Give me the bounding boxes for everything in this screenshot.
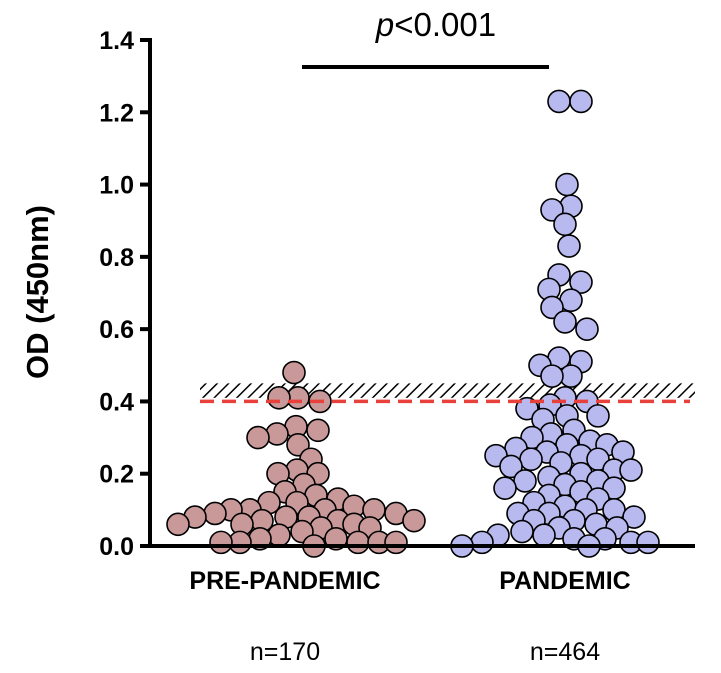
pre-pandemic-point <box>265 422 289 446</box>
pre-pandemic-point <box>402 508 426 533</box>
pandemic-point <box>619 458 643 482</box>
pandemic-point <box>569 89 593 114</box>
pandemic-point <box>499 454 523 479</box>
pandemic-point <box>547 89 571 114</box>
x-category-label: PANDEMIC <box>499 567 630 595</box>
sample-size-label: n=170 <box>250 638 320 666</box>
pre-pandemic-point <box>209 530 233 555</box>
pandemic-point <box>575 317 599 341</box>
y-tick-label: 0.6 <box>99 316 134 344</box>
sample-size-label: n=464 <box>530 638 600 666</box>
pandemic-point <box>557 234 581 258</box>
y-axis-title: OD (450nm) <box>20 205 55 379</box>
pandemic-point <box>470 530 494 555</box>
y-tick-label: 0.8 <box>99 244 134 272</box>
pandemic-point <box>540 364 564 388</box>
pandemic-point <box>519 447 543 472</box>
pre-pandemic-point <box>384 530 408 555</box>
y-tick-label: 0.4 <box>99 388 134 416</box>
pre-pandemic-point <box>166 512 190 537</box>
pandemic-point <box>622 505 646 529</box>
pre-pandemic-point <box>246 425 270 450</box>
pandemic-point <box>532 523 556 547</box>
pandemic-point <box>553 310 577 334</box>
pandemic-point <box>569 270 593 294</box>
pre-pandemic-point <box>346 530 370 555</box>
y-tick-label: 0.2 <box>99 461 134 489</box>
pandemic-point <box>555 172 579 197</box>
pre-pandemic-point <box>203 501 227 526</box>
pre-pandemic-point <box>306 418 330 443</box>
y-tick-label: 1.2 <box>99 99 134 127</box>
pandemic-point <box>510 519 534 544</box>
y-tick-label: 1.0 <box>99 172 134 200</box>
pandemic-point <box>586 404 610 428</box>
pandemic-point <box>636 530 660 555</box>
x-category-label: PRE-PANDEMIC <box>189 567 380 595</box>
p-value-label: p<0.001 <box>375 6 496 43</box>
y-tick-label: 0.0 <box>99 533 134 561</box>
pre-pandemic-point <box>282 360 306 385</box>
y-tick-label: 1.4 <box>99 27 134 55</box>
pre-pandemic-point <box>267 523 291 547</box>
pandemic-point <box>493 476 517 500</box>
pandemic-point <box>513 469 537 493</box>
pandemic-point <box>553 212 577 237</box>
pre-pandemic-point <box>267 386 291 410</box>
